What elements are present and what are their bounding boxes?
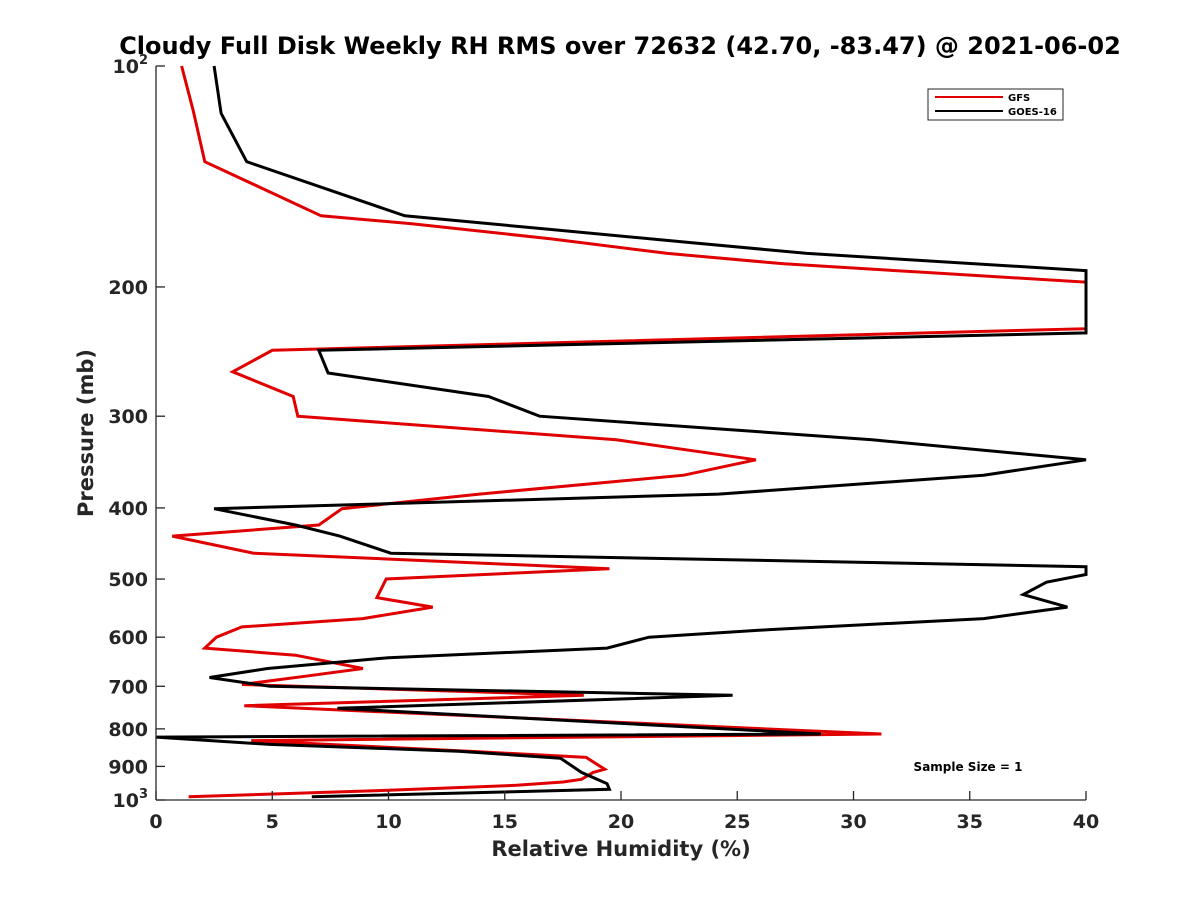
x-tick-label: 5 bbox=[266, 811, 279, 833]
legend-box bbox=[927, 88, 1064, 121]
x-tick-label: 35 bbox=[957, 811, 983, 833]
chart-title: Cloudy Full Disk Weekly RH RMS over 7263… bbox=[119, 32, 1121, 60]
x-tick-label: 25 bbox=[724, 811, 750, 833]
x-tick-label: 15 bbox=[492, 811, 518, 833]
series-line-goes-16 bbox=[155, 65, 1088, 799]
legend-label-goes-16: GOES-16 bbox=[1008, 107, 1057, 118]
legend-label-gfs: GFS bbox=[1008, 93, 1030, 104]
y-ticks: 102 200 300 400 500 600 700 800 900 103 bbox=[108, 53, 165, 812]
x-tick-label: 0 bbox=[149, 811, 162, 833]
y-axis-label: Pressure (mb) bbox=[74, 349, 98, 517]
y-tick-label: 500 bbox=[108, 569, 148, 591]
y-tick-label: 200 bbox=[108, 277, 148, 299]
x-axis-label: Relative Humidity (%) bbox=[491, 837, 750, 861]
y-tick-label: 600 bbox=[108, 627, 148, 649]
axes bbox=[155, 66, 1086, 801]
y-tick-label: 102 bbox=[113, 53, 149, 78]
y-tick-label: 103 bbox=[113, 787, 149, 812]
series-lines bbox=[155, 65, 1088, 799]
sample-size-annotation: Sample Size = 1 bbox=[914, 760, 1023, 774]
y-tick-label: 300 bbox=[108, 406, 148, 428]
x-tick-label: 10 bbox=[375, 811, 401, 833]
y-tick-label: 400 bbox=[108, 498, 148, 520]
y-tick-label: 800 bbox=[108, 719, 148, 741]
x-tick-label: 40 bbox=[1073, 811, 1099, 833]
y-tick-label: 900 bbox=[108, 756, 148, 778]
legend: GFS GOES-16 bbox=[927, 88, 1064, 121]
y-tick-label: 700 bbox=[108, 676, 148, 698]
x-tick-label: 20 bbox=[608, 811, 634, 833]
x-tick-label: 30 bbox=[840, 811, 866, 833]
x-ticks: 0 5 10 15 20 25 30 35 40 bbox=[149, 791, 1099, 833]
